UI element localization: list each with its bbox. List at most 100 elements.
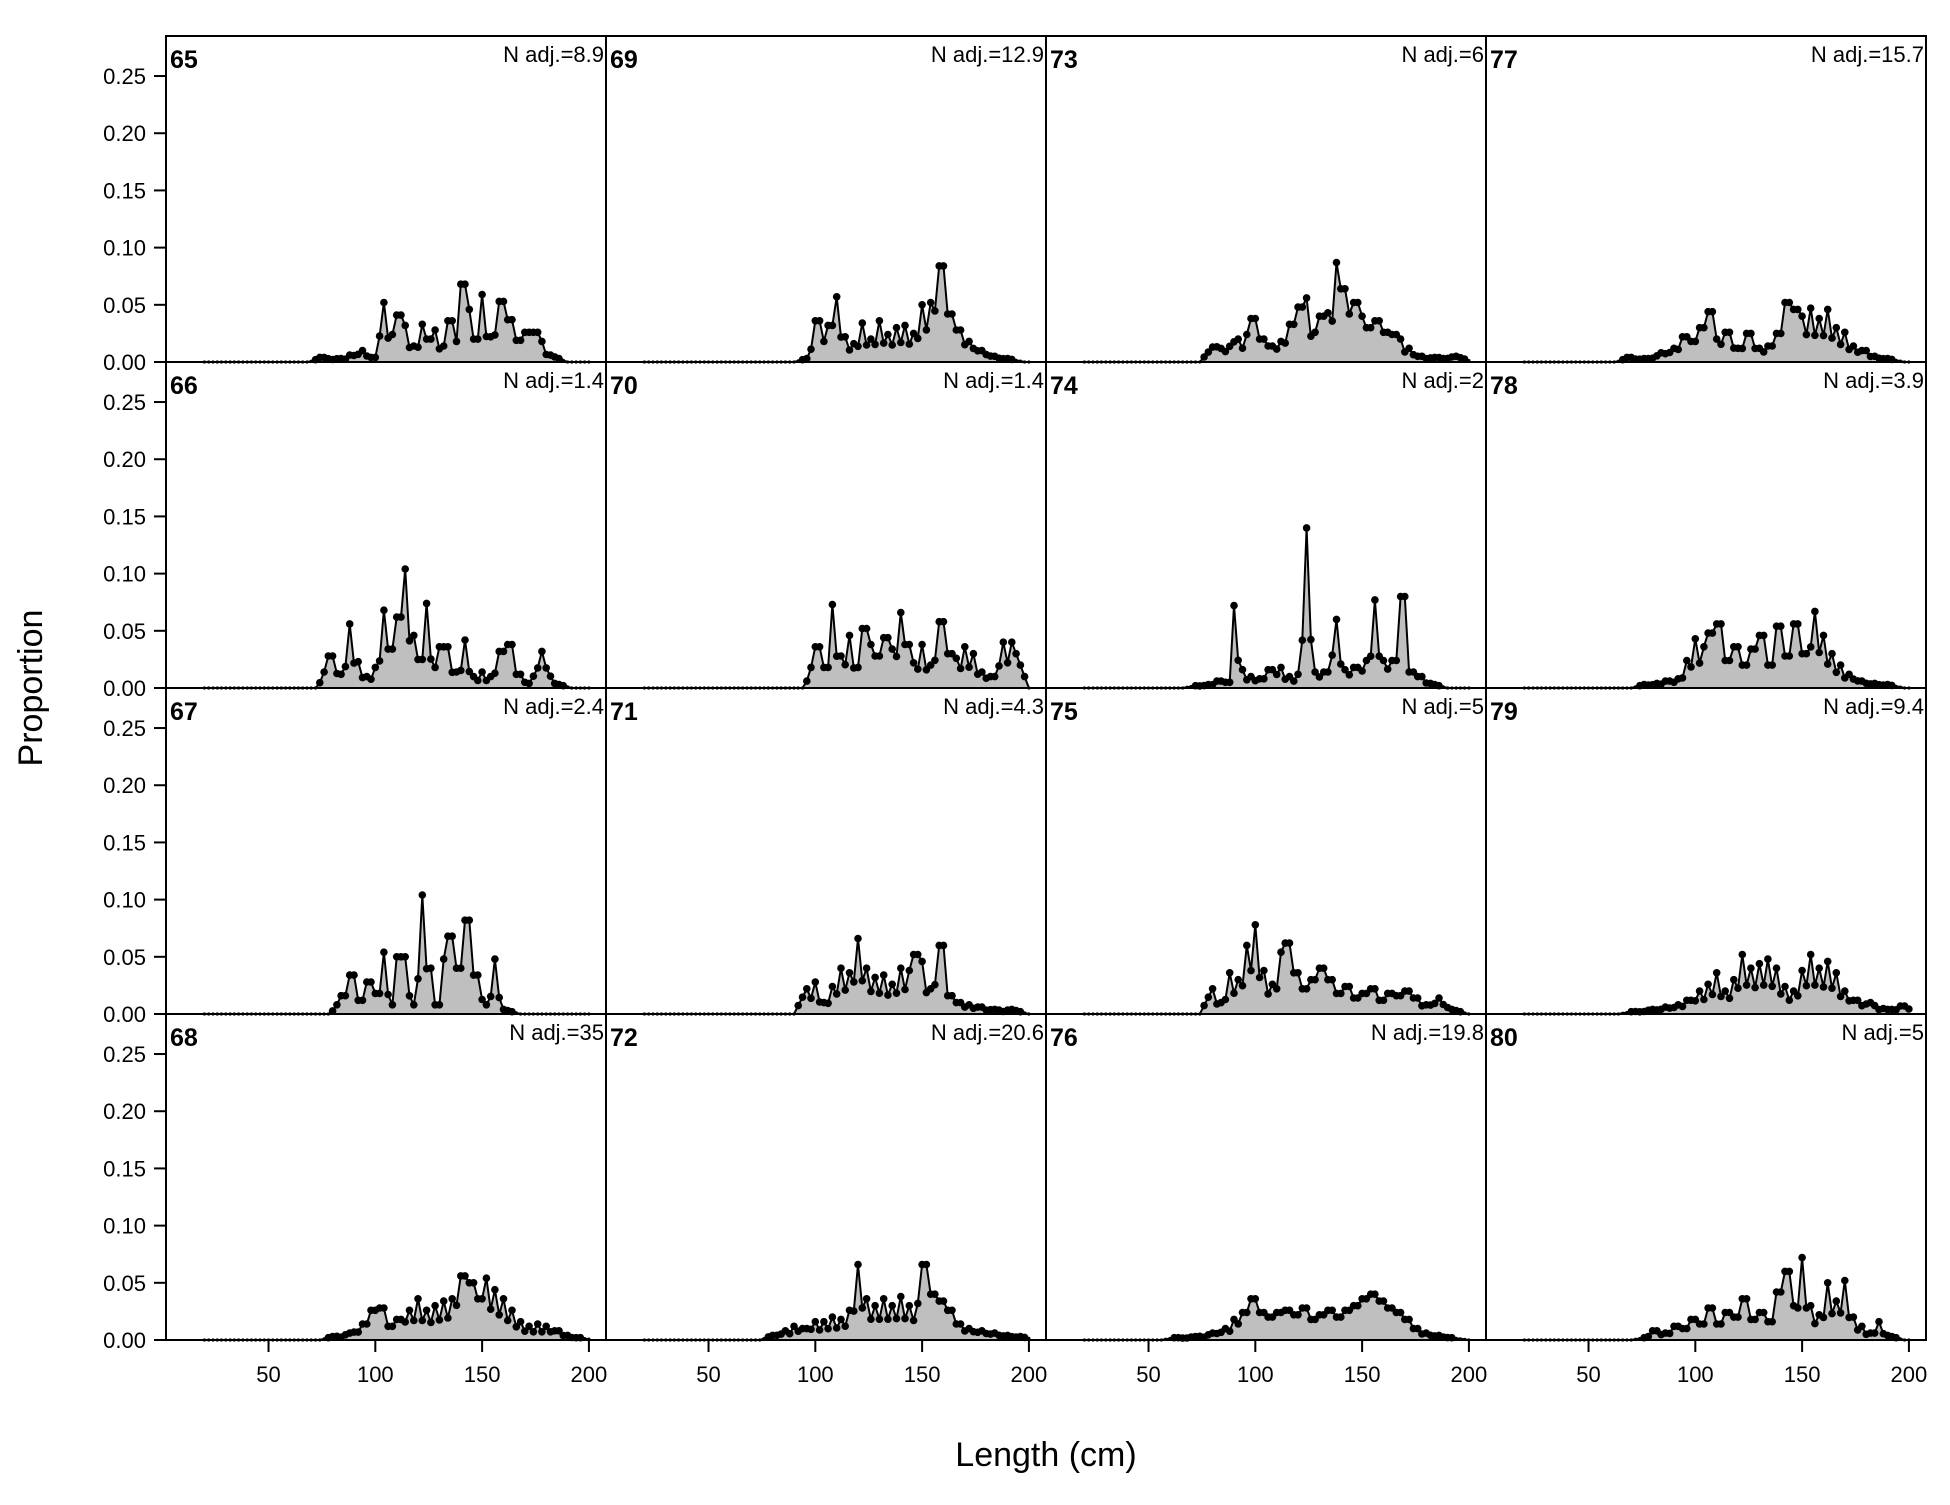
panel-66-point [461, 636, 469, 644]
panel-79-point [1768, 982, 1776, 991]
panel-72-point [931, 1290, 939, 1298]
panel-79-point [1712, 969, 1721, 977]
panel-71-point [837, 964, 845, 972]
panel-67-point [482, 1001, 491, 1009]
panel-78-point [1708, 629, 1717, 637]
panel-69-point [892, 323, 901, 332]
panel-77-point [1828, 334, 1836, 342]
panel-79-point [1781, 982, 1789, 991]
panel-77-point [1802, 330, 1811, 339]
panel-75-point [1379, 996, 1388, 1005]
n-adj-label: N adj.=15.7 [1811, 42, 1924, 67]
x-tick-label: 100 [797, 1362, 834, 1387]
panel-71-point [862, 964, 871, 972]
panel-74-point [1418, 672, 1426, 681]
panel-75-point [1251, 921, 1260, 929]
panel-73-frame [1045, 35, 1487, 363]
panel-79-point [1815, 964, 1823, 972]
panel-65-point [358, 346, 367, 355]
panel-74-point [1298, 636, 1307, 644]
panel-id-label: 79 [1490, 698, 1518, 726]
panel-70: 70 N adj.=1.4 [605, 361, 1047, 690]
n-adj-label: N adj.=2.4 [503, 694, 604, 719]
panel-67-point [367, 978, 375, 986]
panel-80-point [1849, 1313, 1858, 1321]
panel-80-point [1785, 1267, 1794, 1276]
panel-67-point [486, 992, 495, 1001]
panel-77-point [1836, 340, 1845, 349]
panel-77: 77 N adj.=15.7 [1485, 35, 1927, 364]
panel-80-point [1836, 1309, 1845, 1317]
panel-66-point [525, 679, 533, 688]
panel-74-point [1358, 667, 1366, 675]
panel-69-point [832, 293, 841, 301]
panel-78-point [1836, 661, 1845, 669]
panel-74-point [1294, 670, 1302, 679]
panel-71-point [811, 978, 820, 986]
panel-73-point [1260, 335, 1268, 343]
panel-67-point [388, 1001, 397, 1009]
panel-76-point [1225, 1327, 1234, 1335]
panel-70-point [999, 638, 1008, 646]
panel-70-point [803, 677, 811, 685]
panel-77-point [1759, 348, 1768, 356]
panel-78-point [1785, 652, 1794, 660]
x-tick-label: 200 [571, 1362, 608, 1387]
panel-78-point [1768, 661, 1776, 669]
panel-76-point [1413, 1324, 1422, 1333]
panel-80-point [1841, 1276, 1849, 1285]
panel-69: 69 N adj.=12.9 [605, 35, 1047, 364]
panel-66-point [538, 647, 546, 656]
panel-69-point [858, 319, 867, 327]
panel-71-frame [605, 687, 1047, 1015]
panel-73-point [1405, 344, 1413, 353]
panel-68-point [508, 1306, 516, 1315]
panel-78-point [1811, 607, 1819, 616]
panel-72-point [939, 1297, 948, 1305]
panel-65-point [414, 343, 422, 352]
panel-66-point [427, 655, 435, 663]
panel-66-point [316, 678, 324, 687]
panel-id-label: 67 [170, 698, 198, 726]
panel-71: 71 N adj.=4.3 [605, 687, 1047, 1016]
panel-78-point [1734, 643, 1742, 651]
panel-68-point [529, 1328, 538, 1336]
panel-74-point [1379, 656, 1388, 665]
panel-65-point [388, 330, 397, 339]
panel-79-point [1841, 987, 1849, 995]
panel-80-point [1794, 1304, 1802, 1312]
panel-65-point [516, 336, 525, 345]
panel-79-point [1734, 984, 1742, 992]
panel-72-point [884, 1315, 892, 1323]
panel-69-point [862, 341, 871, 349]
panel-70-point [978, 668, 986, 676]
panel-69-point [841, 333, 849, 341]
panel-id-label: 80 [1490, 1024, 1518, 1052]
panel-67-point [418, 891, 427, 899]
panel-77-point [1717, 340, 1725, 349]
panel-66-point [410, 631, 418, 640]
panel-68-point [439, 1297, 448, 1305]
panel-67-point [435, 1001, 444, 1009]
panel-68-point [478, 1295, 486, 1303]
panel-68-point [521, 1327, 529, 1335]
panel-80-point [1644, 1332, 1653, 1341]
panel-77-point [1862, 346, 1870, 355]
n-adj-label: N adj.=1.4 [503, 368, 604, 393]
panel-70-point [909, 659, 918, 667]
panel-73-point [1311, 328, 1319, 337]
panel-70-point [914, 665, 922, 673]
panel-69-point [807, 345, 815, 354]
panel-73-point [1234, 335, 1242, 343]
y-tick-label: 0.20 [103, 773, 146, 798]
panel-68-point [435, 1316, 444, 1324]
panel-74-line [1084, 527, 1469, 689]
panel-77-point [1819, 331, 1828, 340]
panel-74-point [1315, 673, 1324, 681]
panel-id-label: 75 [1050, 698, 1078, 726]
panel-66-point [516, 670, 525, 679]
panel-71-point [905, 966, 914, 975]
panel-id-label: 73 [1050, 46, 1078, 74]
panel-66-point [418, 655, 427, 664]
panel-67-point [401, 953, 410, 961]
